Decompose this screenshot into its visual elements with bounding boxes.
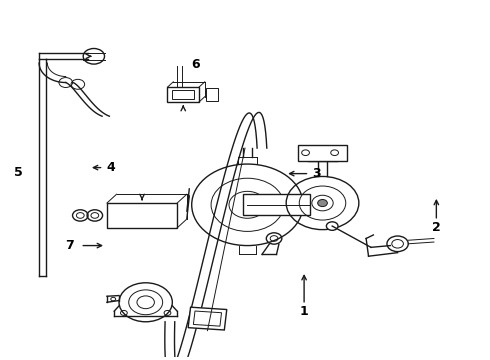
- Text: 4: 4: [106, 161, 115, 174]
- Bar: [206, 88, 219, 101]
- Bar: [188, 307, 227, 330]
- Bar: [243, 194, 310, 215]
- Text: 7: 7: [65, 239, 74, 252]
- Circle shape: [326, 222, 338, 230]
- Bar: [168, 87, 199, 102]
- Text: 3: 3: [312, 167, 320, 180]
- Circle shape: [318, 199, 327, 207]
- Bar: [194, 311, 221, 326]
- Bar: [172, 90, 194, 99]
- Text: 6: 6: [191, 58, 200, 71]
- Text: 5: 5: [14, 166, 23, 179]
- Text: 1: 1: [300, 305, 309, 318]
- Bar: [107, 203, 177, 228]
- Bar: [298, 145, 347, 161]
- Text: 2: 2: [432, 221, 441, 234]
